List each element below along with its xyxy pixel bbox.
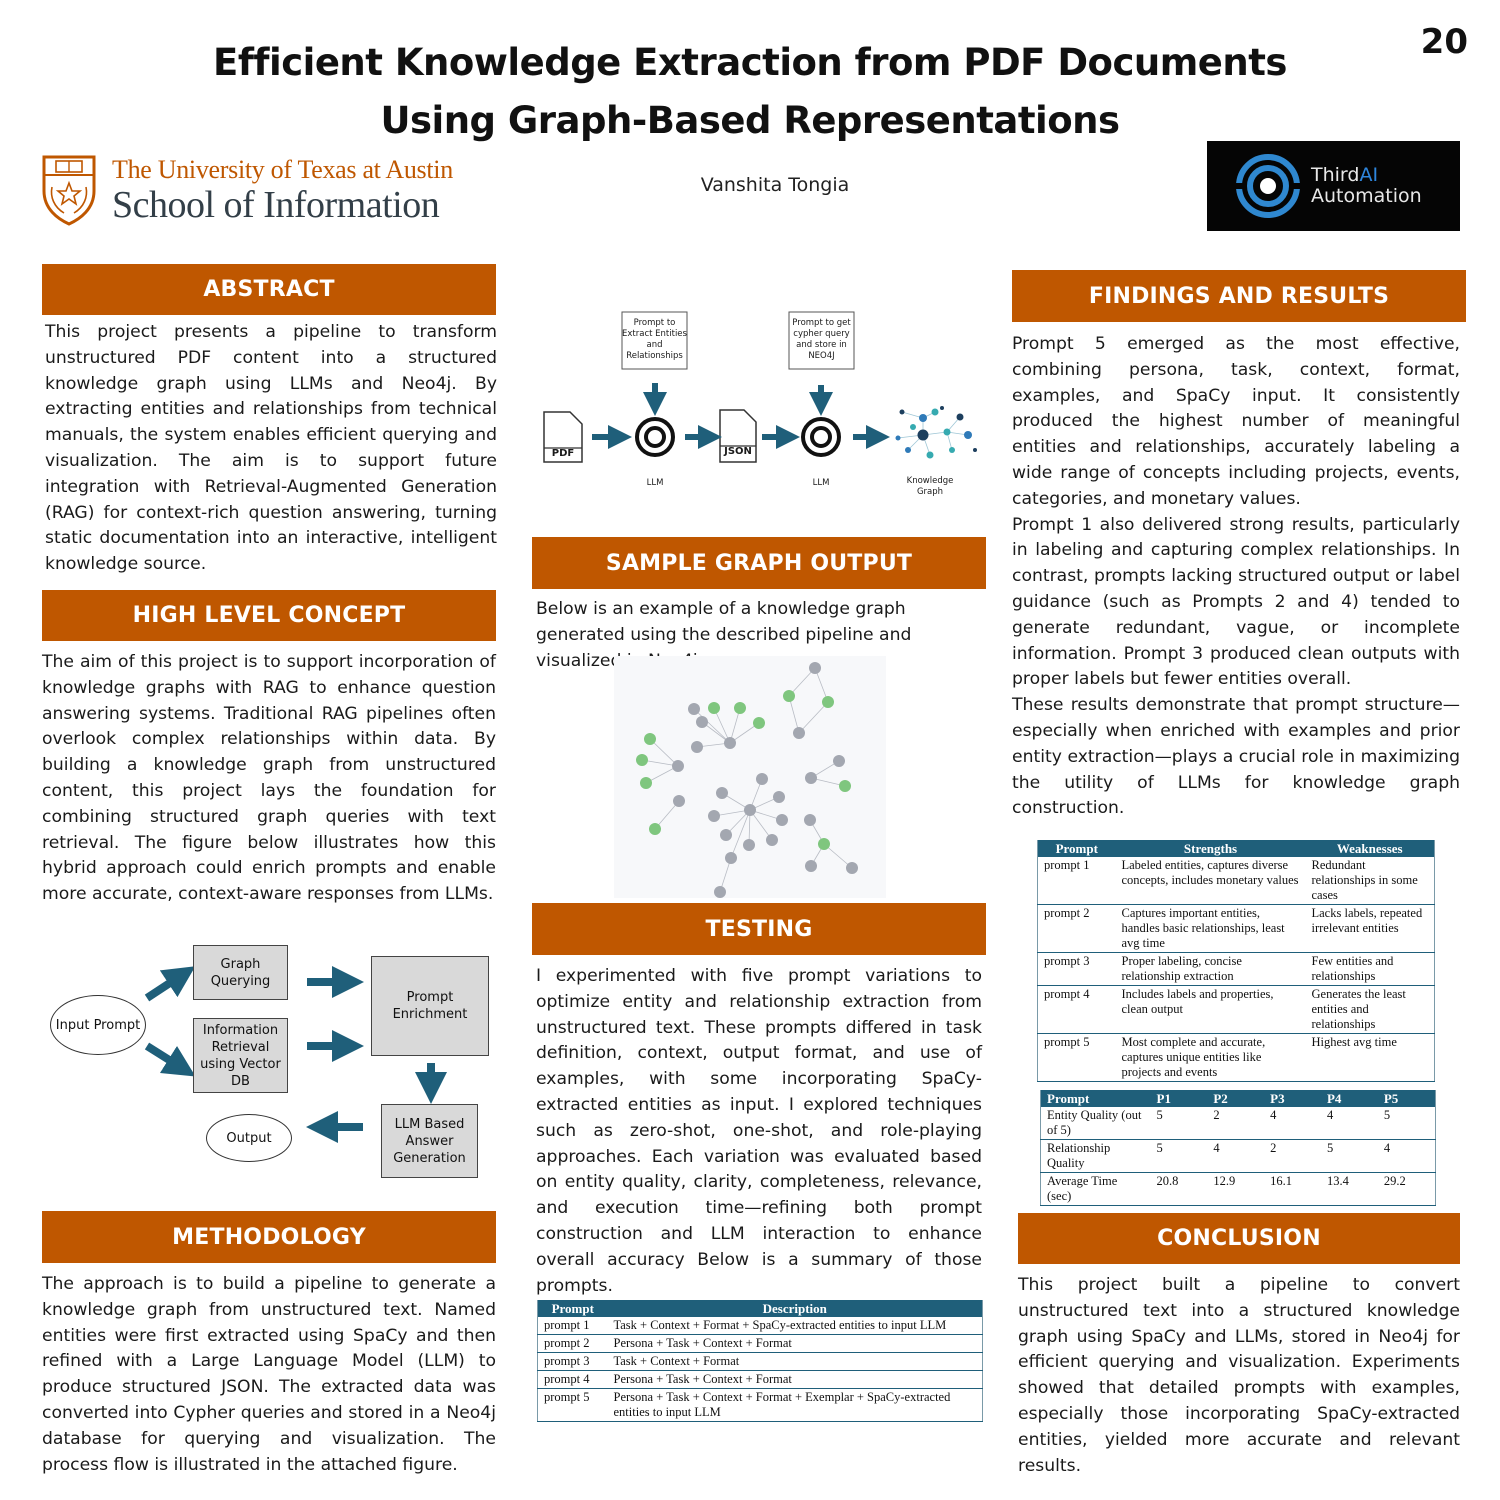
prompt-cypher-query-box: Prompt to get cypher query and store in … xyxy=(792,318,851,361)
table-row: prompt 1 Task + Context + Format + SpaCy-… xyxy=(537,1317,983,1335)
poster-number: 20 xyxy=(1420,22,1468,62)
table-row: prompt 2 Persona + Task + Context + Forma… xyxy=(537,1334,983,1353)
table-header: P3 xyxy=(1264,1090,1321,1107)
sponsor-name-line1: ThirdAI xyxy=(1311,164,1379,186)
table-row: prompt 2 Captures important entities, han… xyxy=(1037,904,1435,953)
table-header: Description xyxy=(607,1300,983,1317)
table-header: Strengths xyxy=(1115,840,1306,857)
findings-paragraph-2: Prompt 1 also delivered strong results, … xyxy=(1012,514,1460,690)
information-retrieval-box: Information Retrieval using Vector DB xyxy=(193,1018,288,1093)
thirdai-logo: ThirdAI Automation xyxy=(1207,141,1460,231)
sample-graph-heading: SAMPLE GRAPH OUTPUT xyxy=(532,537,986,589)
table-header: P4 xyxy=(1320,1090,1378,1107)
pipeline-graphics xyxy=(543,311,977,463)
table-row: prompt 5 Persona + Task + Context + Forma… xyxy=(537,1388,983,1422)
testing-text: I experimented with five prompt variatio… xyxy=(536,966,982,1296)
sponsor-name-line2: Automation xyxy=(1311,185,1422,207)
pipeline-figure: Prompt to Extract Entities and Relations… xyxy=(530,300,990,510)
table-row: Entity Quality (out of 5) 5 2 4 4 5 xyxy=(1040,1107,1436,1140)
strengths-weaknesses-table: Prompt Strengths Weaknesses prompt 1 Labe… xyxy=(1037,840,1435,1082)
table-header: Prompt xyxy=(1040,1090,1151,1107)
findings-heading: FINDINGS AND RESULTS xyxy=(1012,270,1466,322)
output-bubble: Output xyxy=(206,1114,292,1162)
school-name: School of Information xyxy=(112,184,440,226)
title-line-1: Efficient Knowledge Extraction from PDF … xyxy=(213,41,1287,84)
high-level-concept-text: The aim of this project is to support in… xyxy=(42,652,496,905)
title-line-2: Using Graph-Based Representations xyxy=(380,99,1120,142)
abstract-text: This project presents a pipeline to tran… xyxy=(45,322,497,575)
prompt-scores-table: Prompt P1 P2 P3 P4 P5 Entity Quality (ou… xyxy=(1040,1090,1436,1206)
table-row: prompt 3 Proper labeling, concise relatio… xyxy=(1037,952,1435,986)
llm-label-1: LLM xyxy=(646,478,664,488)
findings-text: Prompt 5 emerged as the most effective, … xyxy=(1012,332,1460,822)
conclusion-heading: CONCLUSION xyxy=(1018,1213,1460,1264)
conclusion-text: This project built a pipeline to convert… xyxy=(1018,1275,1460,1476)
ut-shield-icon xyxy=(42,155,96,226)
diagram-arrows xyxy=(144,966,447,1143)
testing-heading: TESTING xyxy=(532,903,986,955)
table-header: P5 xyxy=(1377,1090,1436,1107)
table-header: P2 xyxy=(1207,1090,1265,1107)
table-row: Average Time (sec) 20.8 12.9 16.1 13.4 29.2 xyxy=(1040,1172,1436,1206)
json-icon: JSON xyxy=(724,446,752,457)
poster-title: Efficient Knowledge Extraction from PDF … xyxy=(150,34,1350,150)
graph-querying-box: Graph Querying xyxy=(193,945,288,1000)
high-level-concept-heading: HIGH LEVEL CONCEPT xyxy=(42,590,496,641)
table-row: Relationship Quality 5 4 2 5 4 xyxy=(1040,1139,1436,1173)
abstract-heading: ABSTRACT xyxy=(42,264,496,315)
llm-answer-generation-box: LLM Based Answer Generation xyxy=(381,1104,478,1178)
table-header: P1 xyxy=(1150,1090,1208,1107)
prompt-enrichment-box: Prompt Enrichment xyxy=(371,956,489,1056)
table-row: prompt 3 Task + Context + Format xyxy=(537,1352,983,1371)
university-name: The University of Texas at Austin xyxy=(112,155,453,184)
ut-austin-logo: The University of Texas at Austin School… xyxy=(40,152,500,228)
methodology-heading: METHODOLOGY xyxy=(42,1211,496,1263)
table-row: prompt 4 Persona + Task + Context + Forma… xyxy=(537,1370,983,1389)
table-header: Prompt xyxy=(537,1300,608,1317)
table-row: prompt 4 Includes labels and properties, … xyxy=(1037,985,1435,1034)
table-header: Weaknesses xyxy=(1305,840,1435,857)
neo4j-graph-nodes xyxy=(636,662,858,898)
author-name: Vanshita Tongia xyxy=(700,174,850,196)
pdf-icon: PDF xyxy=(551,448,575,459)
rag-hybrid-diagram: Input Prompt Graph Querying Information … xyxy=(30,930,500,1180)
input-prompt-bubble: Input Prompt xyxy=(50,995,146,1055)
thirdai-ring-icon xyxy=(1235,154,1301,218)
prompt-description-table: Prompt Description prompt 1 Task + Contex… xyxy=(537,1300,983,1422)
methodology-text: The approach is to build a pipeline to g… xyxy=(42,1274,496,1475)
knowledge-graph-label: Knowledge Graph xyxy=(906,476,954,497)
table-row: prompt 1 Labeled entities, captures diver… xyxy=(1037,857,1435,905)
findings-paragraph-1: Prompt 5 emerged as the most effective, … xyxy=(1012,334,1460,509)
prompt-extract-entities-box: Prompt to Extract Entities and Relations… xyxy=(622,318,687,361)
sample-graph-text: Below is an example of a knowledge graph… xyxy=(536,599,912,671)
findings-paragraph-3: These results demonstrate that prompt st… xyxy=(1012,695,1460,819)
table-row: prompt 5 Most complete and accurate, capt… xyxy=(1037,1033,1435,1082)
neo4j-graph-visualization xyxy=(614,656,886,898)
llm-label-2: LLM xyxy=(812,478,830,488)
table-header: Prompt xyxy=(1037,840,1116,857)
